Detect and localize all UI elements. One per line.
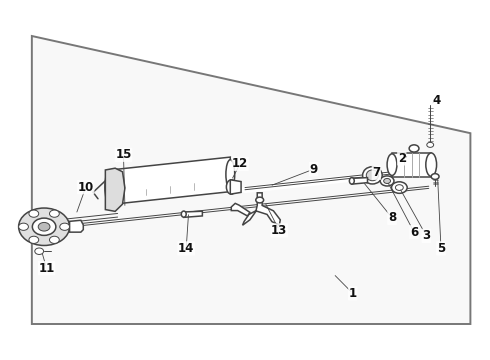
Polygon shape [230,180,241,194]
Text: 10: 10 [77,181,94,194]
Text: 6: 6 [410,226,418,239]
Circle shape [409,145,419,152]
Polygon shape [352,177,368,184]
Polygon shape [231,203,250,216]
Text: 12: 12 [232,157,248,170]
Ellipse shape [226,160,235,189]
Circle shape [38,222,50,231]
Text: 13: 13 [271,224,288,237]
Polygon shape [70,220,83,232]
Circle shape [32,218,56,235]
Text: 9: 9 [310,163,318,176]
Circle shape [431,174,439,179]
Circle shape [49,236,59,243]
Circle shape [49,210,59,217]
Circle shape [19,208,70,246]
Ellipse shape [349,177,354,184]
Ellipse shape [105,170,116,204]
Text: 5: 5 [437,242,445,255]
Ellipse shape [181,211,186,217]
Circle shape [380,176,394,186]
Text: 14: 14 [178,242,195,255]
Polygon shape [110,157,230,204]
Ellipse shape [226,180,236,194]
Circle shape [395,185,403,190]
Circle shape [384,179,391,184]
Ellipse shape [387,154,397,175]
Polygon shape [32,36,470,324]
Circle shape [427,142,434,147]
Text: 4: 4 [432,94,440,107]
Ellipse shape [426,153,437,176]
Text: 15: 15 [115,148,132,161]
Circle shape [60,223,70,230]
Circle shape [29,210,39,217]
Circle shape [392,182,407,193]
Circle shape [29,236,39,243]
Text: 1: 1 [349,287,357,300]
Polygon shape [243,193,280,225]
Text: 2: 2 [398,152,406,165]
Ellipse shape [363,167,382,184]
Text: 8: 8 [388,211,396,224]
Polygon shape [184,211,202,217]
Polygon shape [105,168,125,211]
Text: 3: 3 [422,229,430,242]
Text: 11: 11 [38,262,55,275]
Text: 7: 7 [372,166,380,179]
Polygon shape [392,153,431,176]
Circle shape [35,248,44,255]
Circle shape [19,223,28,230]
Circle shape [256,197,264,203]
Ellipse shape [366,170,378,181]
